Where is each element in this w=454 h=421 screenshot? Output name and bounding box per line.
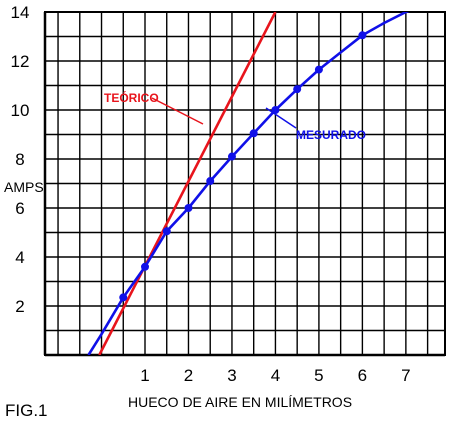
y-tick-label: 14 bbox=[11, 3, 30, 22]
x-tick-label: 5 bbox=[314, 366, 323, 385]
data-point bbox=[141, 262, 149, 271]
data-point bbox=[249, 129, 258, 138]
mesurado-series-label: MESURADO bbox=[296, 128, 366, 142]
series-line-0 bbox=[98, 12, 277, 355]
grid bbox=[43, 11, 446, 357]
x-tick-label: 2 bbox=[184, 366, 193, 385]
x-axis-label: HUECO DE AIRE EN MILÍMETROS bbox=[128, 394, 352, 410]
teorico-series-label: TEÓRICO bbox=[104, 90, 159, 105]
figure-label: FIG.1 bbox=[5, 401, 48, 420]
data-point bbox=[227, 152, 236, 161]
data-point bbox=[314, 65, 323, 74]
data-point bbox=[184, 204, 193, 212]
y-tick-label: 2 bbox=[15, 297, 24, 316]
x-tick-label: 4 bbox=[271, 366, 280, 385]
data-point bbox=[271, 106, 280, 114]
data-point bbox=[206, 177, 215, 186]
y-tick-label: 12 bbox=[11, 52, 30, 71]
teorico-leader-line bbox=[151, 97, 204, 125]
y-tick-label: 4 bbox=[15, 248, 24, 267]
y-tick-label: 6 bbox=[15, 199, 24, 218]
mesurado-leader-line bbox=[265, 107, 297, 129]
x-tick-label: 1 bbox=[140, 366, 149, 385]
y-tick-label: 8 bbox=[15, 150, 24, 169]
y-tick-label: 10 bbox=[11, 101, 30, 120]
y-axis-label: AMPS bbox=[4, 179, 44, 195]
x-tick-label: 7 bbox=[401, 366, 410, 385]
data-point bbox=[358, 31, 367, 40]
data-point bbox=[293, 85, 302, 94]
data-point bbox=[162, 227, 171, 236]
points-layer bbox=[119, 31, 367, 302]
x-tick-label: 6 bbox=[358, 366, 367, 385]
x-tick-label: 3 bbox=[227, 366, 236, 385]
data-point bbox=[119, 293, 128, 302]
